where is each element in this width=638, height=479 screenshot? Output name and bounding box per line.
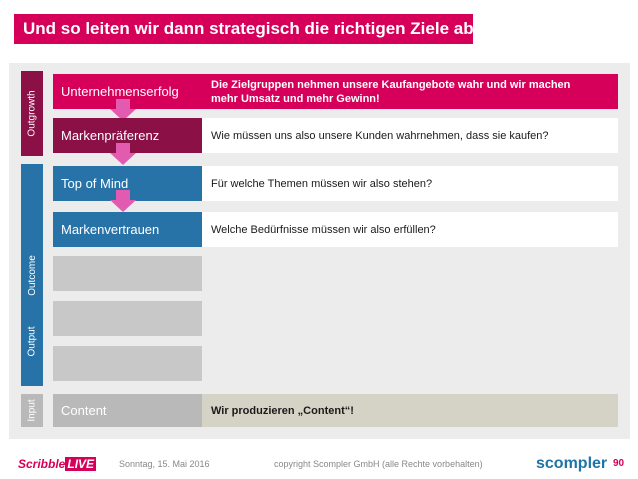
arrow-down-icon (110, 190, 136, 212)
box-label: Top of Mind (61, 176, 129, 191)
band-input-label: Input (26, 399, 38, 422)
desc-content: Wir produzieren „Content“! (202, 394, 618, 427)
desc-text: Wie müssen uns also unsere Kunden wahrne… (211, 129, 549, 142)
desc-text: Die Zielgruppen nehmen unsere Kaufangebo… (211, 78, 571, 105)
footer-copyright: copyright Scompler GmbH (alle Rechte vor… (274, 459, 483, 469)
scompler-logo: scompler (536, 455, 608, 472)
footer-date: Sonntag, 15. Mai 2016 (119, 459, 210, 469)
empty-box-output-2 (53, 346, 202, 381)
box-label: Markenpräferenz (61, 128, 160, 143)
desc-unternehmenserfolg: Die Zielgruppen nehmen unsere Kaufangebo… (202, 74, 618, 109)
desc-markenpraeferenz: Wie müssen uns also unsere Kunden wahrne… (202, 118, 618, 153)
band-outgrowth: Outgrowth (21, 71, 43, 156)
box-markenvertrauen: Markenvertrauen (53, 212, 202, 247)
page-title: Und so leiten wir dann strategisch die r… (14, 14, 479, 44)
band-output-label: Output (26, 325, 38, 357)
empty-box-output-1 (53, 301, 202, 336)
desc-markenvertrauen: Welche Bedürfnisse müssen wir also erfül… (202, 212, 618, 247)
arrow-down-icon (110, 143, 136, 165)
desc-text: Wir produzieren „Content“! (211, 404, 354, 417)
logo-scribble-text: Scribble (18, 457, 66, 471)
band-input: Input (21, 394, 43, 427)
desc-top-of-mind: Für welche Themen müssen wir also stehen… (202, 166, 618, 201)
box-label: Markenvertrauen (61, 222, 160, 237)
logo-live-text: LIVE (65, 457, 97, 471)
band-output: Output (21, 298, 43, 384)
desc-text: Welche Bedürfnisse müssen wir also erfül… (211, 223, 436, 236)
box-content: Content (53, 394, 202, 427)
box-label: Unternehmenserfolg (61, 84, 179, 99)
scribblelive-logo: Scribble LIVE (18, 457, 97, 471)
box-label: Content (61, 403, 107, 418)
band-outgrowth-label: Outgrowth (26, 90, 38, 137)
page-number: 90 (613, 458, 625, 469)
desc-text: Für welche Themen müssen wir also stehen… (211, 177, 433, 190)
band-outcome-label: Outcome (26, 254, 38, 296)
empty-box-outcome (53, 256, 202, 291)
